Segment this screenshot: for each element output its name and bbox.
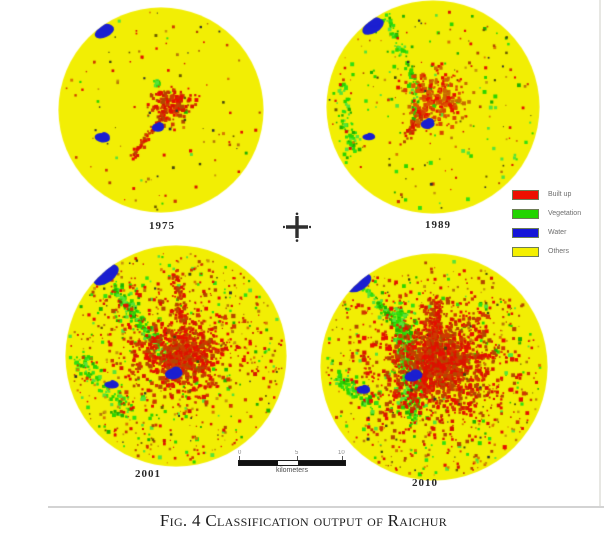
legend-row-built-up: Built up (512, 189, 581, 200)
legend-row-water: Water (512, 227, 581, 238)
figure-right-border (599, 0, 601, 507)
year-label-1975: 1975 (149, 220, 175, 232)
scale-tick-0: 0 (238, 450, 242, 456)
scale-tickmark (239, 456, 240, 460)
map-1989 (326, 0, 540, 214)
compass-icon (283, 212, 311, 242)
legend-row-vegetation: Vegetation (512, 208, 581, 219)
legend: Built up Vegetation Water Others (512, 189, 581, 257)
vegetation-swatch (512, 208, 539, 219)
figure-caption: Fig. 4 Classification output of Raichur (159, 511, 448, 530)
built-up-swatch (512, 189, 539, 200)
scale-tick-5: 5 (295, 450, 299, 456)
map-2001 (65, 245, 287, 467)
others-swatch (512, 246, 539, 257)
legend-row-others: Others (512, 246, 581, 257)
scale-tick-10: 10 (338, 450, 345, 456)
year-label-2001: 2001 (135, 468, 161, 480)
scale-segment-light (278, 461, 299, 465)
scale-bar-segments (238, 460, 346, 466)
map-1975 (58, 7, 264, 213)
map-2010 (320, 253, 548, 481)
scale-segment-dark (239, 461, 279, 465)
vegetation-label: Vegetation (548, 210, 582, 217)
scale-tickmark (297, 456, 298, 460)
scale-segment-dark (298, 461, 345, 465)
scale-bar: 0 5 10 kilometers (238, 450, 346, 476)
others-label: Others (548, 248, 570, 255)
water-label: Water (548, 229, 567, 236)
year-label-1989: 1989 (425, 219, 451, 231)
figure-bottom-rule (48, 506, 604, 508)
built-up-label: Built up (548, 191, 572, 198)
scale-unit-label: kilometers (276, 467, 308, 474)
year-label-2010: 2010 (412, 477, 438, 489)
water-swatch (512, 227, 539, 238)
scale-tickmark (342, 456, 343, 460)
